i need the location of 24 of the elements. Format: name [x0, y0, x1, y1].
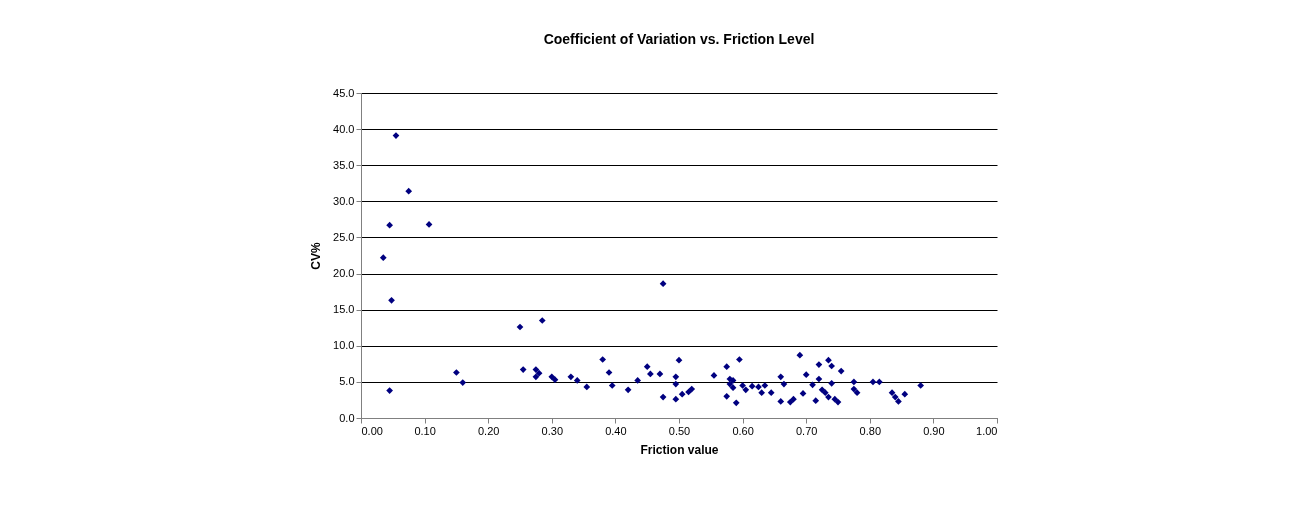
- x-tick-label: 0.60: [732, 424, 754, 437]
- y-axis-title: CV%: [309, 242, 324, 270]
- x-axis-title: Friction value: [640, 442, 719, 457]
- y-tick-label: 40.0: [333, 122, 355, 135]
- x-tick-label: 0.50: [668, 424, 691, 437]
- x-tick-label: 1.00: [976, 424, 998, 437]
- x-tick-label: 0.00: [361, 424, 383, 437]
- x-tick-label: 0.40: [605, 424, 627, 437]
- x-tick-label: 0.70: [795, 424, 818, 437]
- y-tick-label: 30.0: [333, 194, 355, 207]
- y-tick-label: 25.0: [333, 230, 355, 243]
- y-tick-label: 10.0: [333, 339, 355, 352]
- x-tick-label: 0.80: [859, 424, 882, 437]
- x-tick-label: 0.10: [414, 424, 436, 437]
- x-tick-label: 0.30: [541, 424, 564, 437]
- chart-title: Coefficient of Variation vs. Friction Level: [543, 31, 815, 47]
- y-tick-label: 35.0: [333, 158, 355, 171]
- y-tick-label: 20.0: [333, 267, 355, 280]
- x-tick-label: 0.20: [477, 424, 500, 437]
- y-tick-label: 15.0: [333, 303, 355, 316]
- y-tick-label: 5.0: [339, 375, 355, 388]
- x-tick-label: 0.90: [923, 424, 945, 437]
- y-tick-label: 0.0: [339, 411, 355, 424]
- y-tick-label: 45.0: [333, 86, 355, 99]
